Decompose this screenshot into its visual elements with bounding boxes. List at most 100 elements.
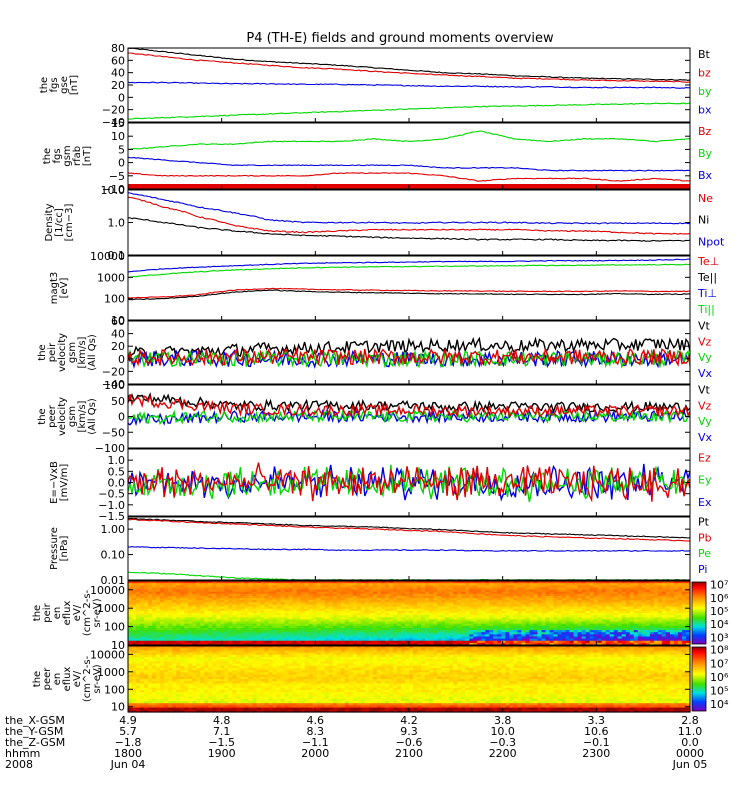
heat-cell [140, 663, 145, 667]
heat-cell [308, 623, 314, 627]
heat-cell [433, 610, 438, 614]
heat-cell [368, 640, 374, 644]
heat-cell [268, 600, 274, 603]
heat-cell [429, 642, 434, 646]
heat-cell [336, 640, 342, 644]
heat-cell [629, 634, 635, 638]
heat-cell [176, 621, 181, 625]
heat-cell [681, 583, 687, 586]
heat-cell [276, 632, 282, 635]
heat-cell [200, 583, 205, 586]
heat-cell [188, 642, 193, 646]
heat-cell [164, 595, 169, 599]
heat-cell [212, 638, 217, 642]
heat-cell [417, 617, 422, 620]
heat-cell [453, 638, 458, 642]
heat-cell [613, 606, 619, 610]
heat-cell [549, 608, 555, 612]
heat-cell [601, 606, 607, 610]
heat-cell [589, 591, 595, 595]
y-axis-label-line: eflux [62, 601, 73, 626]
heat-cell [685, 640, 691, 644]
heat-cell [176, 587, 181, 591]
heat-cell [360, 587, 366, 591]
heat-cell [176, 672, 181, 676]
heat-cell [340, 602, 346, 606]
heat-cell [433, 583, 438, 586]
heat-cell [356, 615, 362, 618]
heat-cell [497, 632, 502, 635]
heat-cell [629, 638, 635, 642]
heat-cell [553, 634, 559, 638]
heat-cell [356, 595, 362, 599]
heat-cell [577, 598, 583, 601]
heat-cell [396, 589, 402, 593]
panel-frame [127, 320, 691, 385]
heat-cell [501, 640, 506, 644]
heat-cell [172, 646, 177, 649]
heat-cell [453, 615, 458, 618]
heat-cell [509, 581, 514, 584]
heat-cell [661, 604, 667, 608]
heat-cell [621, 585, 627, 588]
heat-cell [597, 600, 603, 603]
heat-cell [188, 668, 193, 671]
heat-cell [573, 615, 579, 618]
heat-cell [240, 581, 246, 584]
heat-cell [148, 589, 153, 593]
heat-cell [156, 636, 161, 640]
heat-cell [425, 598, 430, 601]
heat-cell [220, 608, 225, 612]
heat-cell [336, 608, 342, 612]
heat-cell [140, 672, 145, 676]
heat-cell [148, 602, 153, 606]
heat-cell [216, 593, 221, 597]
heat-cell [661, 621, 667, 625]
heat-cell [497, 610, 502, 614]
y-tick-label: 5 [118, 143, 125, 156]
heat-cell [529, 587, 535, 591]
heat-cell [144, 672, 149, 676]
heat-cell [376, 627, 382, 631]
heat-cell [256, 627, 262, 631]
heat-cell [288, 619, 294, 623]
heat-cell [176, 625, 181, 629]
heat-cell [501, 583, 506, 586]
heat-cell [589, 623, 595, 627]
heat-cell [677, 632, 683, 635]
heat-cell [300, 623, 306, 627]
heat-cell [224, 600, 229, 603]
heat-cell [336, 581, 342, 584]
heat-cell [156, 625, 161, 629]
heat-cell [441, 623, 446, 627]
heat-cell [461, 623, 466, 627]
heat-cell [212, 587, 217, 591]
heat-cell [352, 595, 358, 599]
heat-cell [617, 638, 623, 642]
heat-cell [637, 587, 643, 591]
heat-cell [597, 583, 603, 586]
heat-cell [565, 583, 571, 586]
heat-cell [328, 627, 334, 631]
heat-cell [256, 583, 262, 586]
heat-cell [641, 595, 647, 599]
heat-cell [140, 638, 145, 642]
heat-cell [609, 640, 615, 644]
heat-cell [244, 606, 250, 610]
heat-cell [597, 619, 603, 623]
heat-cell [332, 610, 338, 614]
heat-cell [244, 621, 250, 625]
heat-cell [384, 632, 390, 635]
heat-cell [268, 623, 274, 627]
heat-cell [128, 615, 133, 618]
heat-cell [140, 583, 145, 586]
heat-cell [224, 617, 229, 620]
heat-cell [537, 634, 543, 638]
heat-cell [625, 627, 631, 631]
heat-cell [236, 598, 241, 601]
heat-cell [481, 585, 486, 588]
heat-cell [445, 623, 450, 627]
heat-cell [140, 617, 145, 620]
heat-cell [380, 617, 386, 620]
heat-cell [160, 606, 165, 610]
